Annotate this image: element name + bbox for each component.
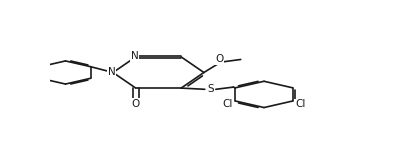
Text: O: O xyxy=(215,55,223,64)
Text: S: S xyxy=(207,84,213,94)
Text: Cl: Cl xyxy=(223,99,233,109)
Text: N: N xyxy=(131,51,138,61)
Text: O: O xyxy=(131,99,140,109)
Text: N: N xyxy=(108,67,116,77)
Text: Cl: Cl xyxy=(295,99,306,109)
